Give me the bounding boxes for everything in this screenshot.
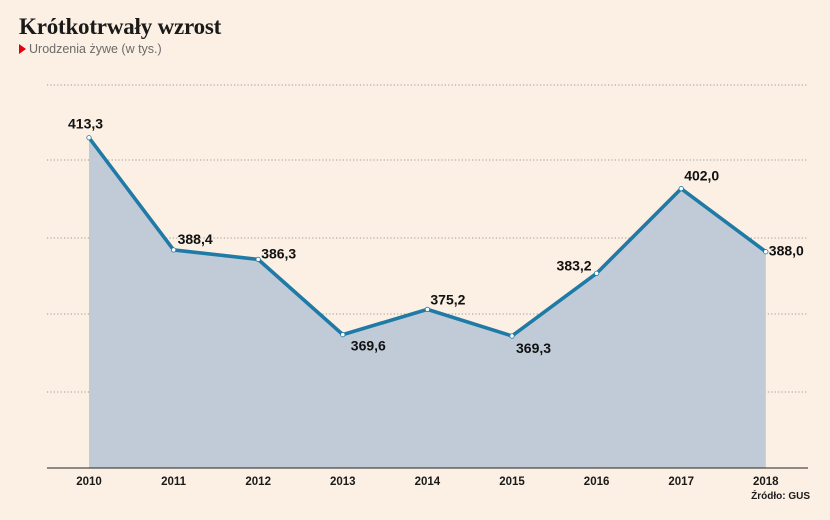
x-tick-label: 2018 <box>753 476 779 488</box>
chart-subtitle: Urodzenia żywe (w tys.) <box>19 42 162 56</box>
data-point-2010 <box>86 135 92 141</box>
data-label-2016: 383,2 <box>557 257 592 273</box>
data-point-2012 <box>255 256 261 262</box>
data-label-2017: 402,0 <box>684 168 719 184</box>
red-triangle-icon <box>19 44 26 54</box>
x-tick-label: 2014 <box>415 476 441 488</box>
area-fill <box>89 137 766 469</box>
data-label-2013: 369,6 <box>351 338 386 354</box>
data-label-2014: 375,2 <box>430 291 465 307</box>
x-tick-label: 2012 <box>245 476 271 488</box>
data-points <box>86 135 769 339</box>
x-tick-label: 2016 <box>584 476 610 488</box>
chart-title: Krótkotrwały wzrost <box>19 14 222 39</box>
x-tick-label: 2013 <box>330 476 356 488</box>
subtitle-text: Urodzenia żywe (w tys.) <box>29 42 162 56</box>
data-label-2012: 386,3 <box>261 245 296 261</box>
data-point-2013 <box>340 332 346 338</box>
x-tick-label: 2010 <box>76 476 102 488</box>
source-note: Źródło: GUS <box>751 491 810 502</box>
data-point-2011 <box>171 247 177 253</box>
data-labels: 413,3 388,4 386,3 369,6 375,2 369,3 383,2 402,0… <box>68 116 804 356</box>
x-axis-ticks: 2010 2011 2012 2013 2014 2015 2016 2017 2018 <box>76 476 779 488</box>
data-label-2011: 388,4 <box>178 231 213 247</box>
data-point-2014 <box>424 306 430 312</box>
data-point-2015 <box>509 333 515 339</box>
data-point-2018 <box>763 249 769 255</box>
data-label-2010: 413,3 <box>68 116 103 132</box>
data-label-2018: 388,0 <box>769 243 804 259</box>
data-point-2016 <box>593 270 600 276</box>
x-tick-label: 2017 <box>668 476 694 488</box>
x-tick-label: 2015 <box>499 476 525 488</box>
data-point-2017 <box>678 186 684 192</box>
x-tick-label: 2011 <box>161 476 187 488</box>
data-label-2015: 369,3 <box>516 340 551 356</box>
